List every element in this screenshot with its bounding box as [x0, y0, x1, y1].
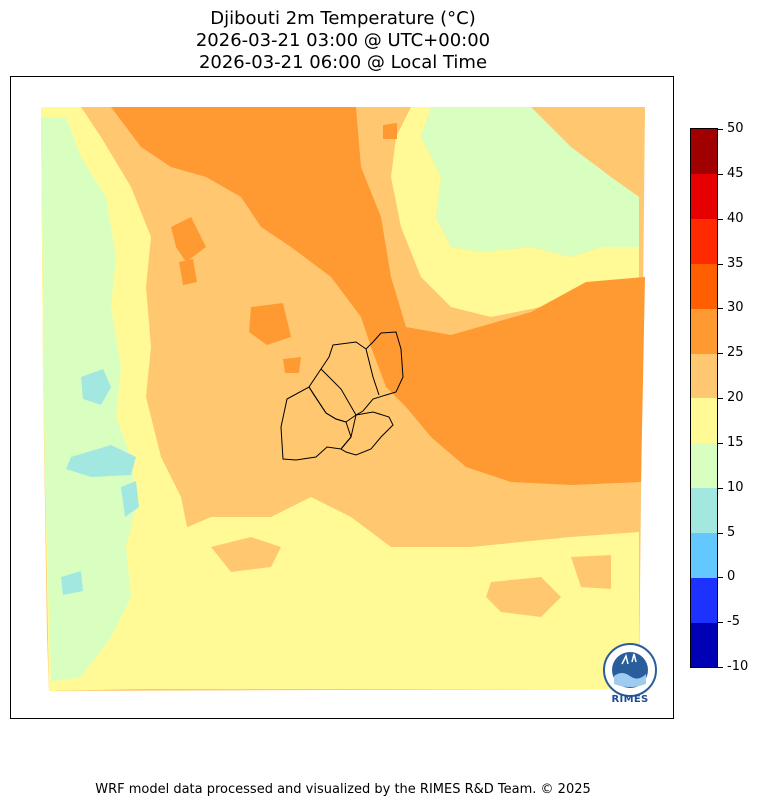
colorbar-tick — [718, 173, 723, 175]
colorbar-tick-label: -10 — [727, 659, 749, 674]
region-5-10-blob — [66, 445, 136, 477]
colorbar-tick — [718, 532, 723, 534]
colorbar-tick — [718, 398, 723, 399]
colorbar-tick-label: 45 — [727, 165, 744, 181]
colorbar-tick-label: 40 — [727, 210, 744, 226]
colorbar-tick — [718, 353, 723, 355]
title-line-variable: Djibouti 2m Temperature (°C) — [210, 8, 476, 29]
colorbar-tick — [718, 577, 723, 579]
region-25-30-patch — [283, 357, 301, 373]
title-line-local-time: 2026-03-21 06:00 @ Local Time — [198, 52, 488, 73]
colorbar-tick — [718, 622, 723, 624]
region-10-15-northeast — [421, 107, 639, 257]
region-5-10-blob — [61, 571, 83, 595]
colorbar-tick — [718, 667, 723, 668]
temperature-map — [41, 107, 645, 691]
colorbar — [690, 128, 718, 668]
colorbar-segment — [691, 577, 717, 623]
region-20-25-patch — [211, 537, 281, 572]
colorbar-tick — [718, 218, 723, 220]
colorbar-tick-label: 10 — [727, 479, 744, 495]
colorbar-segment — [691, 173, 717, 220]
region-5-10-blob — [81, 369, 111, 405]
colorbar-tick — [718, 129, 723, 130]
colorbar-segment — [691, 353, 717, 399]
colorbar-segment — [691, 442, 717, 489]
colorbar-tick — [718, 442, 723, 444]
region-25-30-main — [111, 107, 645, 485]
region-25-30-patch — [249, 303, 291, 345]
title-line-utc-time: 2026-03-21 03:00 @ UTC+00:00 — [195, 30, 491, 51]
region-20-25-patch — [571, 555, 611, 589]
map-title: Djibouti 2m Temperature (°C) 2026-03-21 … — [0, 8, 686, 74]
colorbar-tick-label: -5 — [727, 614, 740, 630]
colorbar-tick-label: 25 — [727, 345, 744, 361]
region-25-30-patch — [383, 123, 397, 139]
colorbar-tick-label: 20 — [727, 390, 744, 405]
colorbar-segment — [691, 622, 717, 668]
logo-text: RIMES — [611, 694, 649, 705]
colorbar-tick-label: 15 — [727, 434, 744, 450]
colorbar-tick-label: 35 — [727, 255, 744, 271]
credit-text: WRF model data processed and visualized … — [95, 782, 591, 797]
colorbar-segment — [691, 218, 717, 264]
region-20-25-patch — [486, 577, 561, 617]
map-frame — [10, 76, 674, 719]
region-5-10-blob — [121, 481, 139, 517]
colorbar-tick-label: 0 — [727, 569, 736, 585]
colorbar-tick-label: 50 — [727, 121, 744, 136]
region-15-20-northeast — [391, 107, 639, 317]
rimes-logo-icon — [603, 643, 657, 697]
colorbar-segment — [691, 308, 717, 354]
colorbar-tick-label: 30 — [727, 300, 744, 316]
colorbar-segment — [691, 487, 717, 533]
colorbar-tick — [718, 263, 723, 265]
colorbar-tick-label: 5 — [727, 524, 736, 540]
region-25-30-patch — [179, 259, 197, 285]
djibouti-borders — [280, 331, 404, 461]
colorbar-tick — [718, 308, 723, 310]
colorbar-segment — [691, 532, 717, 578]
colorbar-tick — [718, 487, 723, 489]
colorbar-segment — [691, 129, 717, 175]
region-25-30-patch — [171, 217, 206, 262]
colorbar-segment — [691, 398, 717, 444]
colorbar-segment — [691, 263, 717, 309]
